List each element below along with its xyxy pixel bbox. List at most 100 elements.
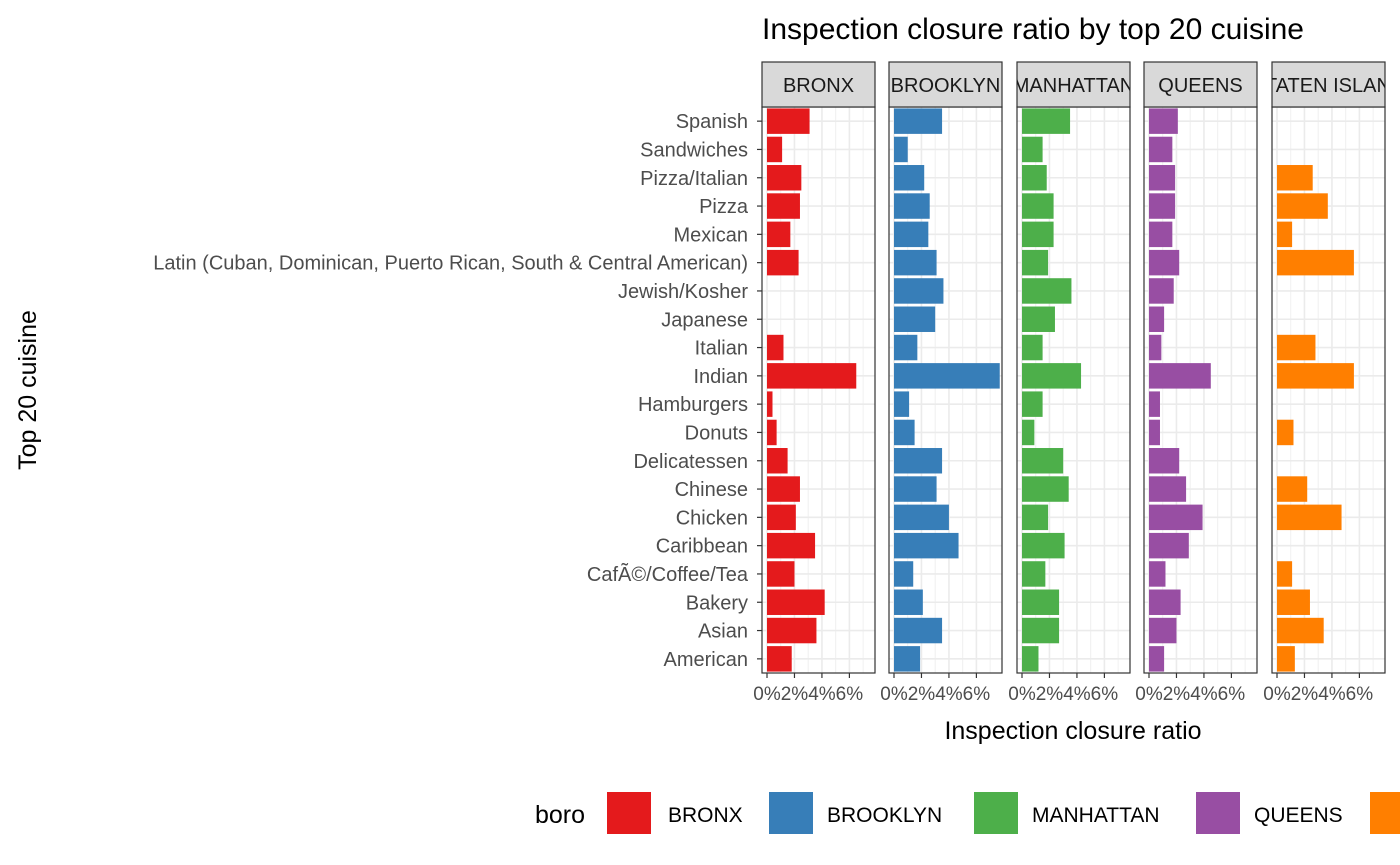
x-tick-label: 0% [1263, 684, 1291, 705]
bar-manhattan-chinese [1022, 476, 1069, 502]
y-tick-label-pizza-italian: Pizza/Italian [640, 168, 748, 190]
bar-brooklyn-pizza-italian [894, 165, 925, 191]
x-tick-label: 4% [1318, 684, 1346, 705]
bar-queens-bakery [1149, 589, 1181, 615]
bar-staten-island-chinese [1277, 476, 1308, 502]
bar-brooklyn-jewish-kosher [894, 278, 944, 304]
y-tick-label-caribbean: Caribbean [656, 536, 748, 558]
strip-brooklyn [888, 61, 1003, 108]
bar-bronx-delicatessen [767, 448, 788, 474]
bar-queens-caribbean [1149, 532, 1189, 559]
bar-brooklyn-donuts [894, 419, 915, 446]
bar-staten-island-donuts [1277, 419, 1294, 446]
bar-bronx-latin-cuban-dominican-puerto-rican-south-central-american [767, 249, 799, 276]
y-tick-label-latin-cuban-dominican-puerto-rican-south-central-american: Latin (Cuban, Dominican, Puerto Rican, S… [153, 253, 748, 275]
x-tick-label: 2% [908, 684, 936, 705]
y-tick-label-asian: Asian [698, 621, 748, 643]
y-tick-label-mexican: Mexican [674, 224, 748, 246]
x-tick-label: 0% [1135, 684, 1163, 705]
bar-bronx-caf-coffee-tea [767, 561, 795, 587]
y-tick-label-chicken: Chicken [676, 507, 748, 529]
legend-label-brooklyn: BROOKLYN [827, 804, 942, 827]
bar-staten-island-pizza-italian [1277, 165, 1313, 191]
bar-queens-italian [1149, 334, 1162, 361]
y-axis-title: Top 20 cuisine [14, 310, 42, 470]
x-tick-label: 2% [1291, 684, 1319, 705]
y-tick-label-sandwiches: Sandwiches [640, 139, 748, 161]
x-axis-title: Inspection closure ratio [944, 717, 1201, 745]
x-tick-label: 2% [781, 684, 809, 705]
legend: boro BRONXBROOKLYNMANHATTANQUEENSSTATEN … [535, 792, 1400, 834]
bar-queens-sandwiches [1149, 136, 1173, 163]
bar-queens-caf-coffee-tea [1149, 561, 1166, 587]
legend-key-brooklyn [769, 792, 813, 834]
bar-queens-hamburgers [1149, 391, 1160, 417]
bar-brooklyn-asian [894, 617, 943, 644]
bar-bronx-mexican [767, 221, 791, 248]
legend-label-queens: QUEENS [1254, 804, 1343, 827]
bar-manhattan-american [1022, 646, 1039, 672]
y-tick-label-donuts: Donuts [685, 422, 748, 444]
y-tick-label-caf-coffee-tea: CafÃ©/Coffee/Tea [587, 562, 749, 586]
bar-bronx-chicken [767, 504, 796, 531]
strip-bronx [761, 61, 876, 108]
panel-background [1144, 107, 1257, 673]
chart-title: Inspection closure ratio by top 20 cuisi… [762, 13, 1304, 46]
strip-label-staten-island: STATEN ISLAND [1252, 75, 1400, 97]
strip-label-manhattan: MANHATTAN [1013, 75, 1134, 97]
bar-staten-island-italian [1277, 334, 1316, 361]
panel-background [1272, 107, 1385, 673]
x-tick-label: 4% [935, 684, 963, 705]
bar-manhattan-jewish-kosher [1022, 278, 1072, 304]
bar-manhattan-chicken [1022, 504, 1049, 531]
bar-bronx-bakery [767, 589, 825, 615]
bar-staten-island-pizza [1277, 193, 1328, 219]
bar-bronx-sandwiches [767, 136, 783, 163]
bar-queens-indian [1149, 363, 1211, 389]
bar-brooklyn-chinese [894, 476, 937, 502]
x-tick-label: 6% [1218, 684, 1246, 705]
strip-staten-island [1271, 61, 1386, 108]
bar-brooklyn-caribbean [894, 532, 959, 559]
strip-manhattan [1016, 61, 1131, 108]
y-tick-label-japanese: Japanese [661, 309, 748, 331]
strip-label-bronx: BRONX [783, 75, 854, 97]
bar-bronx-italian [767, 334, 784, 361]
strip-label-queens: QUEENS [1158, 75, 1242, 97]
bar-brooklyn-chicken [894, 504, 949, 531]
legend-label-bronx: BRONX [668, 804, 743, 827]
bar-manhattan-delicatessen [1022, 448, 1064, 474]
y-tick-label-italian: Italian [695, 338, 748, 360]
bar-manhattan-hamburgers [1022, 391, 1043, 417]
panel-staten-island: STATEN ISLAND 0% 2% 4% 6% [1252, 61, 1400, 705]
bar-staten-island-bakery [1277, 589, 1310, 615]
bar-staten-island-latin-cuban-dominican-puerto-rican-south-central-american [1277, 249, 1354, 276]
bar-queens-chicken [1149, 504, 1203, 531]
bar-manhattan-asian [1022, 617, 1060, 644]
y-tick-label-spanish: Spanish [676, 111, 748, 133]
legend-key-queens [1196, 792, 1240, 834]
bar-queens-american [1149, 646, 1165, 672]
x-tick-label: 6% [836, 684, 864, 705]
y-tick-label-delicatessen: Delicatessen [633, 451, 748, 473]
panel-manhattan: MANHATTAN 0% 2% 4% 6% [1008, 61, 1134, 705]
bar-bronx-asian [767, 617, 817, 644]
bar-manhattan-sandwiches [1022, 136, 1043, 163]
bar-bronx-indian [767, 363, 857, 389]
bar-manhattan-pizza-italian [1022, 165, 1047, 191]
x-tick-label: 4% [1063, 684, 1091, 705]
x-tick-label: 4% [1190, 684, 1218, 705]
bar-queens-pizza-italian [1149, 165, 1176, 191]
legend-label-manhattan: MANHATTAN [1032, 804, 1160, 827]
bar-manhattan-italian [1022, 334, 1043, 361]
x-tick-label: 6% [1091, 684, 1119, 705]
bar-brooklyn-italian [894, 334, 918, 361]
bar-brooklyn-american [894, 646, 921, 672]
y-axis-labels: Spanish Sandwiches Pizza/Italian Pizza Mexic… [153, 111, 762, 671]
panel-queens: QUEENS 0% 2% 4% 6% [1135, 61, 1258, 705]
bar-brooklyn-hamburgers [894, 391, 910, 417]
bar-queens-japanese [1149, 306, 1165, 332]
bar-queens-donuts [1149, 419, 1160, 446]
bar-brooklyn-indian [894, 363, 1000, 389]
